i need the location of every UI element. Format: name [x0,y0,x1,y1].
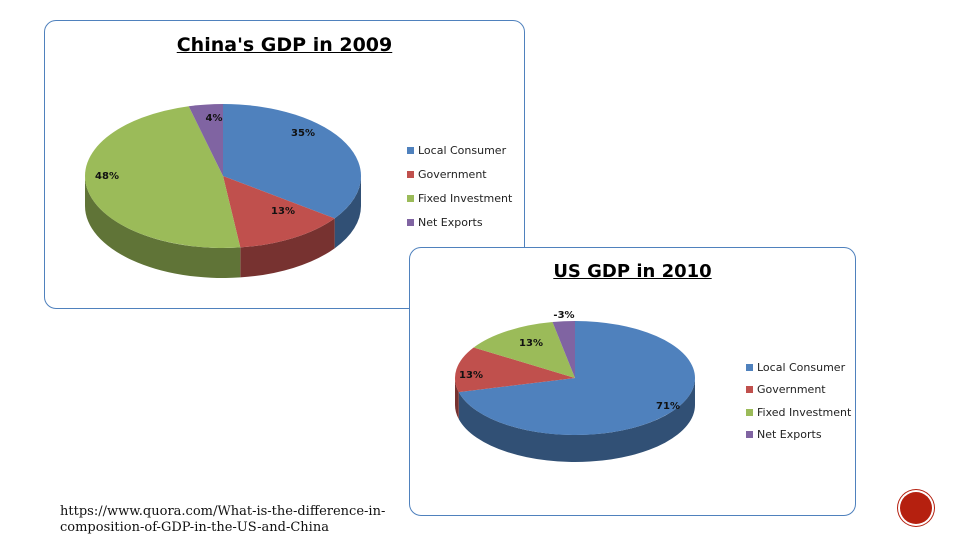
page-number-badge [900,492,932,524]
legend-label: Fixed Investment [418,191,513,205]
legend-item-net-exports: Net Exports [746,424,851,447]
legend-item-local-consumer: Local Consumer [407,138,512,162]
legend-label: Government [418,167,487,181]
data-label: 13% [271,206,295,217]
data-label: 4% [206,113,223,124]
legend-item-government: Government [407,162,512,186]
pie-slice-side-government [240,218,335,278]
us-gdp-chart-panel: US GDP in 2010 71% 13% 13% -3% Local Consum… [409,247,856,516]
data-label: 35% [291,128,315,139]
legend-label: Local Consumer [757,360,846,374]
legend-swatch [407,170,414,178]
pie-slice-government [455,347,575,393]
legend-swatch [407,194,414,202]
pie-slice-net-exports [188,104,223,176]
legend-label: Fixed Investment [757,405,852,419]
legend-item-fixed-investment: Fixed Investment [407,186,512,210]
legend-label: Net Exports [757,428,822,442]
us-pie-chart: 71% 13% 13% -3% [455,310,695,463]
china-legend: Local Consumer Government Fixed Investme… [407,138,512,234]
legend-label: Local Consumer [418,143,507,157]
data-label: 48% [95,171,119,182]
pie-slice-government [223,176,335,248]
source-citation: https://www.quora.com/What-is-the-differ… [60,504,420,536]
legend-item-government: Government [746,379,851,402]
pie-slice-net-exports [552,321,575,378]
pie-slice-side-local-consumer [334,176,361,249]
pie-slice-side-local-consumer [458,378,695,463]
legend-swatch [407,146,414,154]
legend-item-fixed-investment: Fixed Investment [746,401,851,424]
data-label: 13% [519,338,543,349]
data-label: 13% [459,370,483,381]
chart-title: US GDP in 2010 [553,261,712,282]
legend-swatch [746,386,753,394]
legend-label: Government [757,383,826,397]
legend-label: Net Exports [418,215,483,229]
legend-swatch [746,363,753,371]
pie-slice-local-consumer [223,104,362,219]
us-legend: Local Consumer Government Fixed Investme… [746,356,851,446]
china-gdp-chart-panel: China's GDP in 2009 35% 13% 48% 4% Local Co… [44,20,525,309]
pie-slice-local-consumer [458,321,695,435]
china-pie-chart: 35% 13% 48% 4% [84,104,362,278]
data-label: 71% [656,401,680,412]
legend-item-net-exports: Net Exports [407,210,512,234]
data-label: -3% [553,310,574,321]
chart-title: China's GDP in 2009 [176,34,393,56]
pie-slice-fixed-investment [473,322,575,378]
source-line: composition-of-GDP-in-the-US-and-China [60,520,329,535]
legend-swatch [407,218,414,226]
legend-swatch [746,408,753,416]
source-line: https://www.quora.com/What-is-the-differ… [60,504,386,519]
pie-slice-side-government [455,378,459,420]
pie-slice-fixed-investment [84,106,241,248]
legend-swatch [746,431,753,439]
pie-slice-side-fixed-investment [85,176,241,278]
legend-item-local-consumer: Local Consumer [746,356,851,379]
